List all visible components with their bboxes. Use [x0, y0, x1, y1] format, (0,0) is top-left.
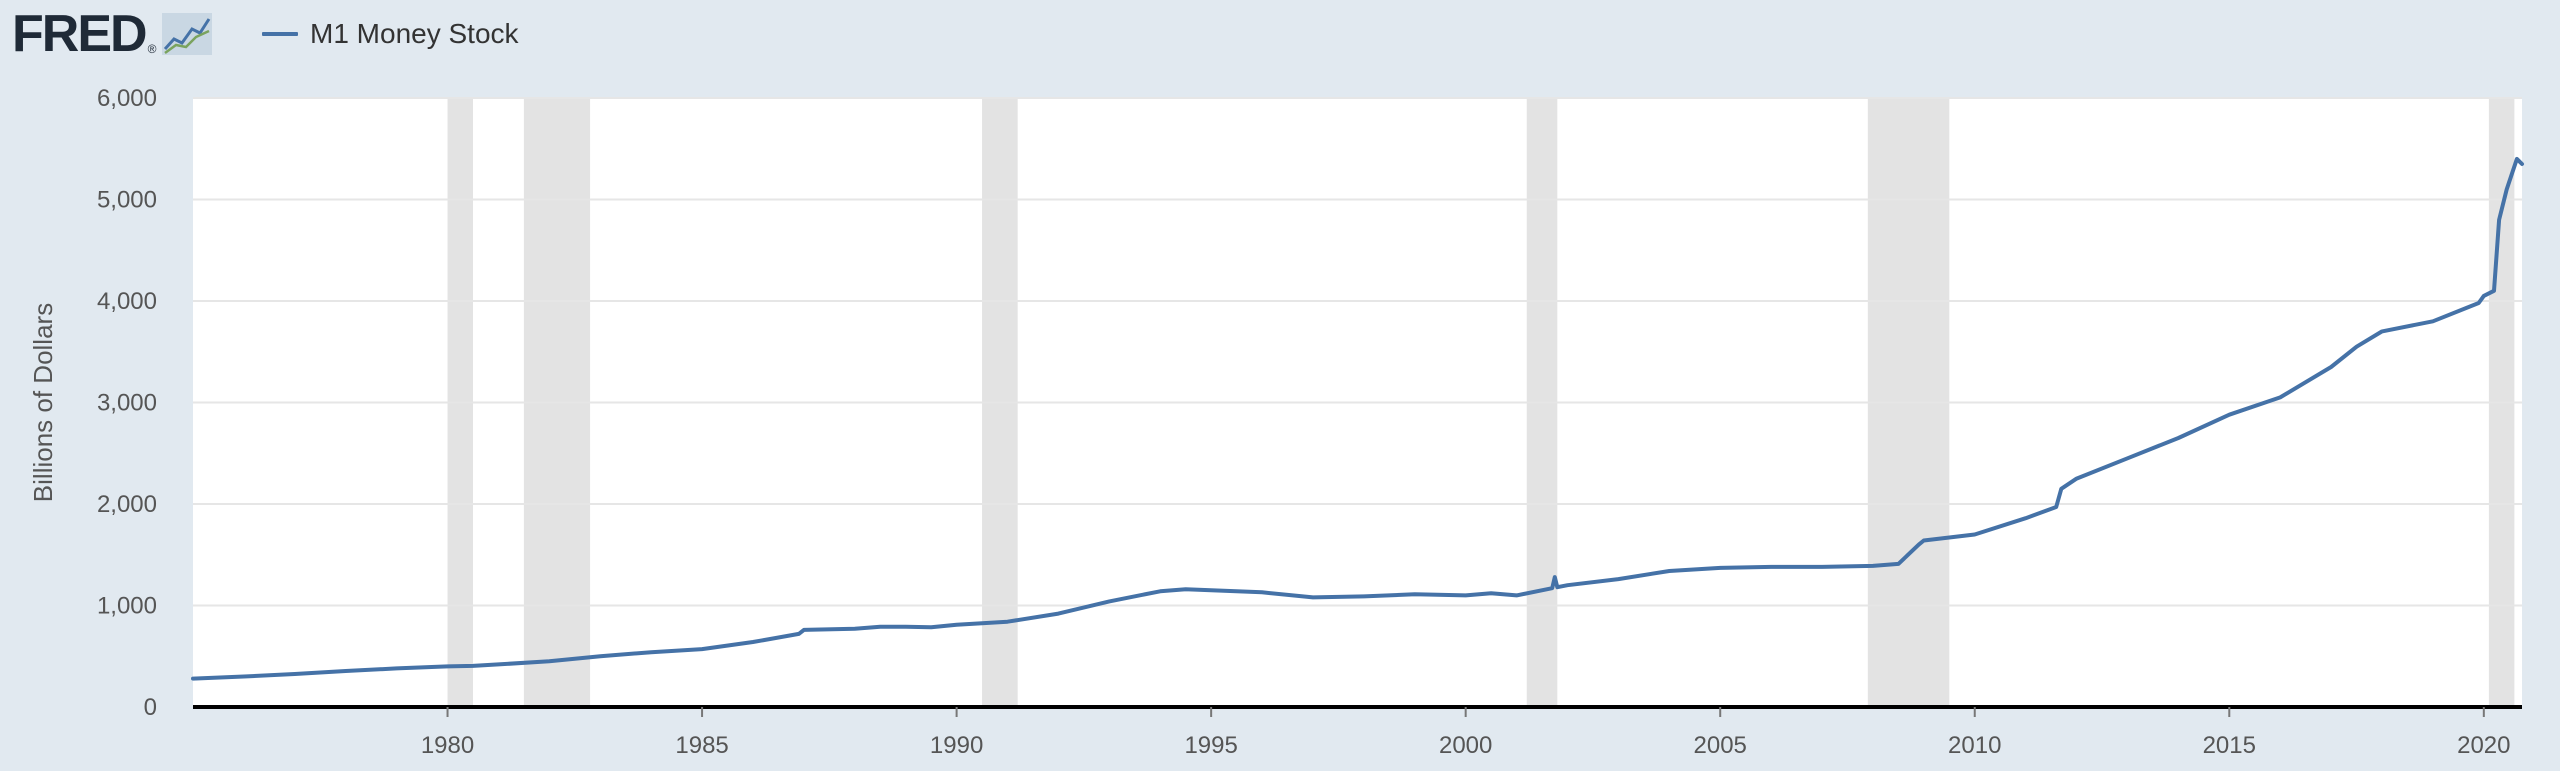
- y-tick-label: 6,000: [97, 85, 157, 112]
- x-tick-label: 2015: [2203, 732, 2256, 759]
- y-tick-label: 3,000: [97, 390, 157, 417]
- y-tick-label: 5,000: [97, 187, 157, 214]
- x-tick-label: 2020: [2457, 732, 2510, 759]
- legend[interactable]: M1 Money Stock: [262, 16, 519, 52]
- x-tick-label: 2010: [1948, 732, 2001, 759]
- series-line: [191, 156, 2524, 681]
- logo-text: FRED: [12, 5, 148, 63]
- chart-header: FRED ® M1 Money Stock: [0, 0, 2560, 70]
- y-tick-label: 4,000: [97, 288, 157, 315]
- y-tick-label: 1,000: [97, 593, 157, 620]
- x-tick-label: 2005: [1694, 732, 1747, 759]
- y-axis-label: Billions of Dollars: [28, 303, 58, 502]
- x-tick-label: 1990: [930, 732, 983, 759]
- legend-swatch: [262, 32, 298, 36]
- y-tick-label: 2,000: [97, 491, 157, 518]
- x-tick-label: 1980: [421, 732, 474, 759]
- x-tick-label: 2000: [1439, 732, 1492, 759]
- x-tick-label: 1985: [675, 732, 728, 759]
- logo-registered-mark: ®: [147, 42, 157, 56]
- x-tick-label: 1995: [1184, 732, 1237, 759]
- chart-line-icon: [162, 13, 213, 55]
- legend-label: M1 Money Stock: [310, 18, 519, 49]
- y-tick-label: 0: [144, 694, 157, 721]
- fred-logo[interactable]: FRED ®: [12, 4, 213, 64]
